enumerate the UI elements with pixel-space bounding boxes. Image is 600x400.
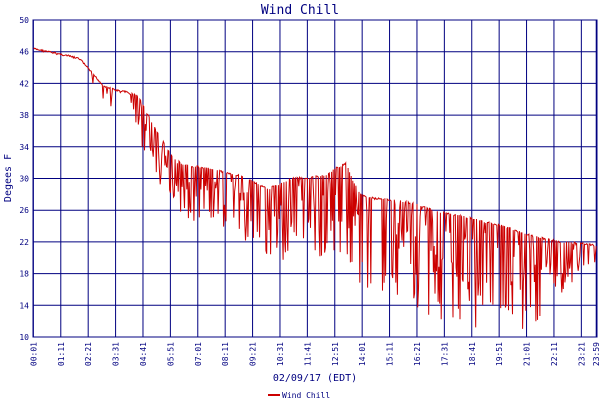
y-tick-label: 46 <box>19 48 29 57</box>
x-tick-labels: 00:01 01:11 02:21 03:31 04:41 05:51 07:01 08:11… <box>29 342 600 366</box>
x-tick-label: 01:11 <box>57 342 66 366</box>
x-tick-label: 11:41 <box>303 342 312 366</box>
y-tick-label: 26 <box>19 206 29 215</box>
x-tick-label: 21:01 <box>523 342 532 366</box>
y-tick-label: 10 <box>19 333 29 342</box>
x-tick-label: 10:31 <box>276 342 285 366</box>
x-tick-label: 18:41 <box>468 342 477 366</box>
x-tick-label: 17:31 <box>440 342 449 366</box>
x-tick-label: 19:51 <box>495 342 504 366</box>
legend-label: Wind Chill <box>282 391 330 400</box>
x-axis-label: 02/09/17 (EDT) <box>273 373 357 384</box>
y-axis-label: Degees F <box>3 154 14 202</box>
x-tick-label: 22:11 <box>550 342 559 366</box>
x-tick-label: 14:01 <box>358 342 367 366</box>
x-tick-label: 23:21 <box>577 342 586 366</box>
chart-title: Wind Chill <box>261 3 339 18</box>
x-tick-label: 00:01 <box>29 342 38 366</box>
y-tick-label: 34 <box>19 143 29 152</box>
x-tick-label: 08:11 <box>221 342 230 366</box>
x-tick-label: 12:51 <box>331 342 340 366</box>
series-wind-chill <box>33 47 597 329</box>
x-tick-label: 07:01 <box>194 342 203 366</box>
y-tick-label: 30 <box>19 175 29 184</box>
legend: Wind Chill <box>268 391 330 400</box>
plot-frame <box>32 19 598 338</box>
x-tick-label: 03:31 <box>112 342 121 366</box>
y-tick-label: 42 <box>19 79 29 88</box>
x-tick-label: 04:41 <box>139 342 148 366</box>
x-tick-label: 09:21 <box>249 342 258 366</box>
y-tick-label: 50 <box>19 16 29 25</box>
x-tick-label: 16:21 <box>413 342 422 366</box>
y-tick-label: 14 <box>19 301 29 310</box>
y-tick-label: 22 <box>19 238 29 247</box>
y-tick-label: 18 <box>19 270 29 279</box>
x-tick-label: 02:21 <box>84 342 93 366</box>
x-tick-label: 15:11 <box>386 342 395 366</box>
x-tick-label: 23:59 <box>592 342 600 366</box>
x-tick-label: 05:51 <box>166 342 175 366</box>
y-tick-label: 38 <box>19 111 29 120</box>
series-line-wind-chill <box>33 47 597 329</box>
y-tick-labels: 10 14 18 22 26 30 34 38 42 46 50 <box>19 16 29 342</box>
